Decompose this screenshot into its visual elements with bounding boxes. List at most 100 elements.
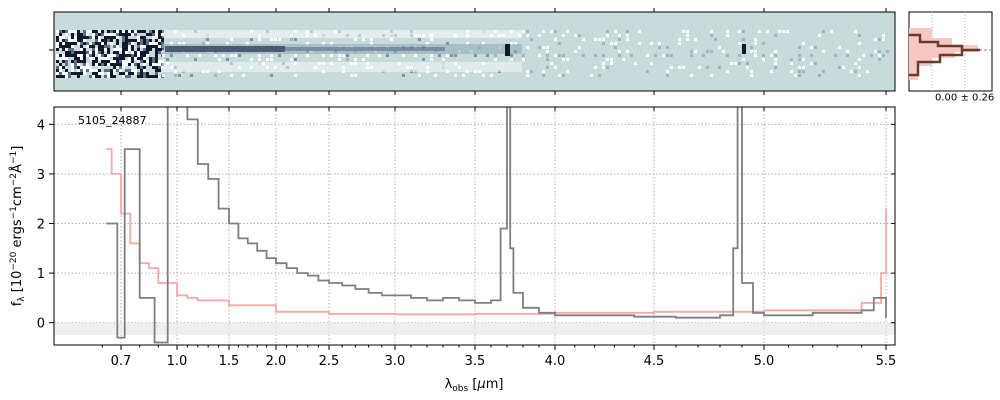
- noise-pixel: [92, 60, 95, 63]
- noise-pixel: [65, 45, 68, 48]
- noise-pixel: [134, 69, 137, 72]
- noise-pixel: [140, 66, 143, 69]
- noise-pixel: [74, 54, 77, 57]
- noise-pixel: [149, 42, 152, 45]
- noise-pixel: [386, 54, 389, 57]
- noise-pixel: [149, 33, 152, 36]
- spectrum-error-line: [106, 148, 887, 316]
- noise-pixel: [450, 54, 453, 57]
- spectrum-data-line: [106, 107, 887, 344]
- noise-pixel: [83, 39, 86, 42]
- noise-pixel: [104, 69, 107, 72]
- noise-pixel: [762, 42, 765, 45]
- noise-pixel: [101, 39, 104, 42]
- noise-pixel: [830, 30, 833, 33]
- noise-pixel: [83, 72, 86, 75]
- noise-pixel: [143, 72, 146, 75]
- noise-pixel: [426, 66, 429, 69]
- noise-pixel: [131, 33, 134, 36]
- noise-pixel: [442, 66, 445, 69]
- noise-pixel: [131, 45, 134, 48]
- noise-pixel: [101, 54, 104, 57]
- noise-pixel: [258, 38, 261, 41]
- noise-pixel: [161, 63, 164, 66]
- noise-pixel: [116, 51, 119, 54]
- noise-pixel: [630, 54, 633, 57]
- spectrum-zero-band: [54, 322, 895, 336]
- noise-pixel: [530, 38, 533, 41]
- noise-pixel: [59, 45, 62, 48]
- noise-pixel: [446, 70, 449, 73]
- noise-pixel: [83, 60, 86, 63]
- noise-pixel: [86, 36, 89, 39]
- noise-pixel: [62, 39, 65, 42]
- noise-pixel: [119, 69, 122, 72]
- noise-pixel: [65, 63, 68, 66]
- noise-pixel: [101, 48, 104, 51]
- noise-pixel: [131, 63, 134, 66]
- noise-pixel: [122, 36, 125, 39]
- noise-pixel: [62, 60, 65, 63]
- noise-pixel: [206, 42, 209, 45]
- noise-pixel: [410, 66, 413, 69]
- noise-pixel: [92, 63, 95, 66]
- noise-pixel: [558, 54, 561, 57]
- noise-pixel: [882, 34, 885, 37]
- noise-pixel: [107, 45, 110, 48]
- noise-pixel: [158, 30, 161, 33]
- noise-pixel: [116, 69, 119, 72]
- noise-pixel: [742, 58, 745, 61]
- noise-pixel: [110, 72, 113, 75]
- noise-pixel: [125, 72, 128, 75]
- noise-pixel: [798, 66, 801, 69]
- noise-pixel: [702, 54, 705, 57]
- noise-pixel: [214, 54, 217, 57]
- noise-pixel: [842, 66, 845, 69]
- noise-pixel: [107, 30, 110, 33]
- noise-pixel: [850, 70, 853, 73]
- noise-pixel: [149, 48, 152, 51]
- spectrum-1d-panel: 0.7 1.0 1.5 2.0 2.5 3.0 3.5 4.0 4.5 5.0 5.5 01234 …: [9, 106, 896, 394]
- noise-pixel: [182, 42, 185, 45]
- noise-pixel: [782, 30, 785, 33]
- noise-pixel: [274, 66, 277, 69]
- noise-pixel: [562, 54, 565, 57]
- noise-pixel: [56, 54, 59, 57]
- noise-pixel: [422, 58, 425, 61]
- noise-pixel: [350, 62, 353, 65]
- noise-pixel: [774, 66, 777, 69]
- noise-pixel: [802, 42, 805, 45]
- noise-pixel: [110, 75, 113, 78]
- noise-pixel: [56, 48, 59, 51]
- noise-pixel: [86, 69, 89, 72]
- noise-pixel: [562, 34, 565, 37]
- noise-pixel: [174, 66, 177, 69]
- noise-pixel: [119, 63, 122, 66]
- noise-pixel: [786, 30, 789, 33]
- noise-pixel: [77, 51, 80, 54]
- noise-pixel: [526, 34, 529, 37]
- noise-pixel: [250, 38, 253, 41]
- noise-pixel: [59, 69, 62, 72]
- noise-pixel: [538, 34, 541, 37]
- noise-pixel: [482, 62, 485, 65]
- noise-pixel: [770, 70, 773, 73]
- noise-pixel: [125, 54, 128, 57]
- noise-pixel: [678, 42, 681, 45]
- noise-pixel: [161, 39, 164, 42]
- noise-pixel: [125, 33, 128, 36]
- noise-pixel: [149, 75, 152, 78]
- noise-pixel: [162, 74, 165, 77]
- noise-pixel: [754, 38, 757, 41]
- noise-pixel: [116, 30, 119, 33]
- spectrum-2d-trace: [162, 30, 746, 72]
- noise-pixel: [128, 57, 131, 60]
- noise-pixel: [113, 69, 116, 72]
- noise-pixel: [606, 66, 609, 69]
- noise-pixel: [83, 69, 86, 72]
- noise-pixel: [65, 60, 68, 63]
- noise-pixel: [566, 70, 569, 73]
- noise-pixel: [107, 54, 110, 57]
- noise-pixel: [166, 58, 169, 61]
- noise-pixel: [155, 33, 158, 36]
